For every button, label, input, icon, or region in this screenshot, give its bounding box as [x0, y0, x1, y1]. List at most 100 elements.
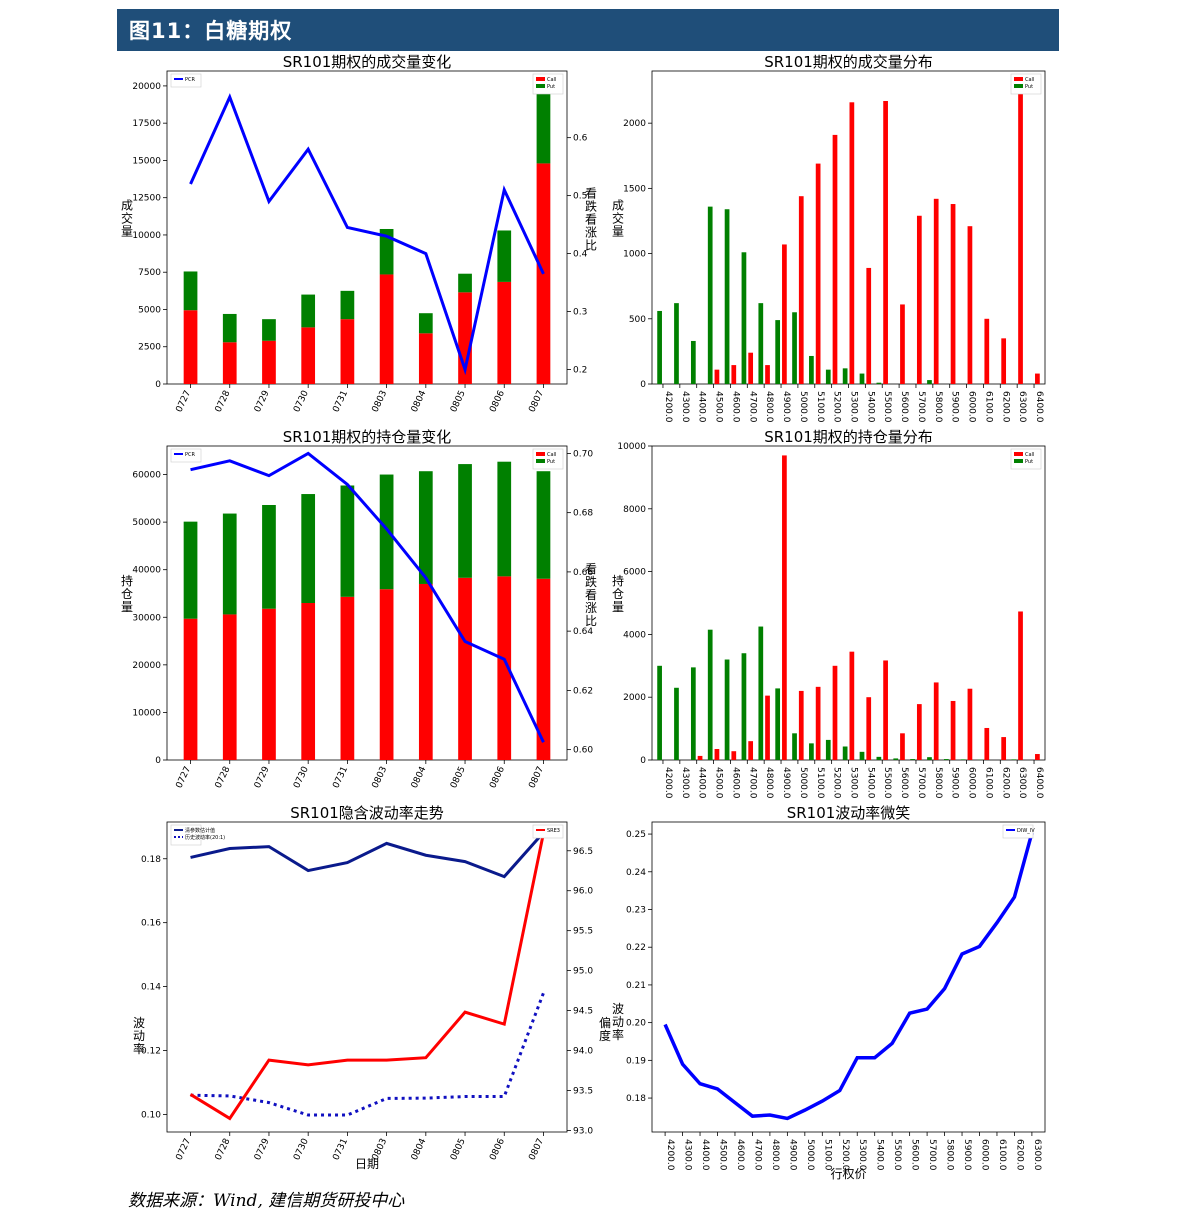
oi_change-xtick-label: 0804	[410, 765, 429, 790]
iv_trend-xtick-label: 0728	[214, 1137, 233, 1162]
vol_change-bar-call-0731	[340, 319, 355, 384]
vol_dist-bar-call-4900.0	[782, 244, 787, 384]
iv_smile-ylabel2: 偏度	[599, 1015, 611, 1043]
oi_dist-bar-call-5600.0	[900, 733, 905, 760]
iv_trend-y2tick-label: 95.0	[573, 967, 593, 977]
vol_change-line-legend-label: PCR	[185, 77, 196, 83]
oi_dist-xtick-label: 6300.0	[1017, 767, 1027, 799]
vol_change-bar-put-0727	[183, 271, 198, 311]
oi_change-bar-put-0806	[497, 461, 512, 577]
vol_dist-xtick-label: 6100.0	[983, 391, 993, 423]
oi_dist-xtick-label: 6400.0	[1034, 767, 1044, 799]
iv_smile-xtick-label: 4900.0	[787, 1139, 797, 1171]
oi_dist-xtick-label: 6200.0	[1000, 767, 1010, 799]
vol_dist-bar-call-5100.0	[815, 163, 821, 384]
oi_dist-bar-put-4300.0	[674, 687, 679, 760]
iv_smile-ytick-label: 0.18	[626, 1094, 646, 1104]
vol_change-xtick-label: 0803	[371, 389, 390, 414]
vol_dist-xtick-label: 4900.0	[781, 391, 791, 423]
oi_dist-bar-call-5200.0	[832, 665, 838, 760]
vol_change-title: SR101期权的成交量变化	[283, 53, 452, 71]
oi_dist-bar-call-5300.0	[849, 651, 855, 760]
iv_smile-xtick-label: 5600.0	[910, 1139, 920, 1171]
vol_dist-xtick-label: 4300.0	[680, 391, 690, 423]
oi_dist-bar-put-4600.0	[724, 659, 730, 760]
oi_dist-ytick-label: 4000	[623, 630, 646, 640]
vol_change-bar-call-0728	[222, 342, 237, 384]
oi_dist-bar-put-4700.0	[741, 653, 747, 760]
vol_change-ytick-label: 10000	[132, 231, 161, 241]
oi_dist-bar-call-5700.0	[916, 704, 922, 760]
header-bar: 图11：白糖期权	[117, 9, 1059, 51]
vol_dist-ytick-label: 2000	[623, 119, 646, 129]
vol_dist-xtick-label: 4500.0	[714, 391, 724, 423]
oi_dist-xtick-label: 5500.0	[882, 767, 892, 799]
oi_dist-xtick-label: 4900.0	[781, 767, 791, 799]
vol_change-bar-put-0731	[340, 290, 355, 320]
iv_smile-ytick-label: 0.23	[626, 905, 646, 915]
vol_dist-bar-call-4800.0	[765, 365, 770, 384]
vol_dist-xtick-label: 5300.0	[849, 391, 859, 423]
vol_change-ytick-label: 2500	[138, 343, 161, 353]
oi_dist-ylabel: 持仓量	[612, 573, 624, 614]
iv_smile-xtick-label: 5500.0	[892, 1139, 902, 1171]
iv_smile-xtick-label: 6200.0	[1014, 1139, 1024, 1171]
vol_dist-bar-put-4300.0	[674, 303, 679, 384]
vol_dist-bar-call-5900.0	[950, 204, 956, 384]
oi_dist-bar-call-5900.0	[950, 700, 956, 760]
iv_trend-ytick-label: 0.16	[141, 919, 161, 929]
oi_dist-bar-put-5600.0	[893, 758, 899, 760]
vol_change-xtick-label: 0731	[331, 389, 350, 414]
vol_dist-ytick-label: 1000	[623, 250, 646, 260]
vol_dist-bar-put-4500.0	[707, 206, 713, 384]
oi_dist-xtick-label: 5800.0	[933, 767, 943, 799]
oi_dist-ytick-label: 10000	[617, 442, 646, 452]
vol_dist-bar-put-4800.0	[758, 303, 764, 384]
oi_dist-xtick-label: 4400.0	[697, 767, 707, 799]
iv_trend-y2tick-label: 95.5	[573, 927, 593, 937]
oi_dist-bar-call-4700.0	[748, 741, 754, 760]
iv_smile-xtick-label: 4400.0	[700, 1139, 710, 1171]
iv_trend-y2tick-label: 96.0	[573, 887, 593, 897]
oi_dist-bars-legend-label: Put	[1025, 459, 1033, 465]
vol_change-bar-call-0729	[262, 340, 276, 384]
vol_dist-bar-put-4900.0	[775, 320, 781, 384]
vol_change-bar-put-0730	[301, 294, 316, 328]
vol_change-xtick-label: 0728	[214, 389, 233, 414]
vol_change-xtick-label: 0730	[292, 389, 311, 414]
vol_change-ytick-label: 15000	[132, 156, 161, 166]
vol_dist-bar-call-6300.0	[1018, 86, 1023, 385]
vol_change-bar-put-0807	[536, 87, 551, 164]
vol_change-ylabel: 成交量	[121, 199, 133, 239]
oi_dist-bar-put-5500.0	[876, 756, 882, 760]
oi_change-xtick-label: 0807	[527, 765, 546, 790]
oi_change-line-legend-label: PCR	[185, 452, 196, 458]
iv_smile-xtick-label: 4700.0	[752, 1139, 762, 1171]
vol_dist-bar-call-5700.0	[916, 215, 922, 384]
oi_change-bars-legend-swatch	[536, 452, 545, 456]
oi_dist-ytick-label: 2000	[623, 693, 646, 703]
iv_trend-title: SR101隐含波动率走势	[290, 804, 444, 822]
iv_trend-xtick-label: 0727	[175, 1137, 194, 1162]
oi_dist-xtick-label: 5000.0	[798, 767, 808, 799]
oi_dist-title: SR101期权的持仓量分布	[764, 428, 933, 446]
oi_change-bar-put-0731	[340, 485, 355, 597]
oi_dist-bar-call-5000.0	[798, 690, 804, 760]
vol_dist-bar-put-5300.0	[842, 368, 848, 384]
vol_dist-bar-put-4400.0	[690, 340, 696, 384]
iv_smile-xtick-label: 5900.0	[962, 1139, 972, 1171]
oi_change-y2tick-label: 0.62	[573, 686, 593, 696]
vol_change-bars-legend-label: Call	[547, 77, 556, 83]
vol_dist-bar-call-5800.0	[933, 198, 939, 384]
iv_trend-y2tick-label: 93.0	[573, 1126, 593, 1136]
oi_change-xtick-label: 0730	[292, 765, 311, 790]
vol_dist-bar-call-5500.0	[883, 100, 888, 384]
oi_change-bar-put-0803	[379, 474, 394, 590]
oi_dist-xtick-label: 5700.0	[916, 767, 926, 799]
oi_dist-xtick-label: 4800.0	[764, 767, 774, 799]
oi_dist-ytick-label: 0	[640, 756, 646, 766]
oi_change-bar-put-0805	[458, 464, 472, 578]
iv_smile-xtick-label: 6300.0	[1032, 1139, 1042, 1171]
oi_dist-bar-call-5400.0	[866, 697, 872, 760]
oi_dist-bar-put-4200.0	[657, 665, 662, 760]
